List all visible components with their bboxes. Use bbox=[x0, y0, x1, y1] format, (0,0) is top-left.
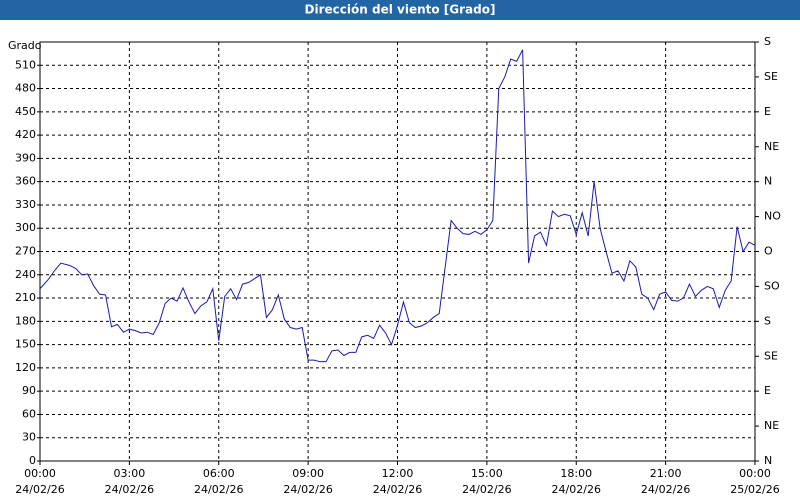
x-tick-date: 24/02/26 bbox=[373, 483, 422, 496]
x-tick-date: 24/02/26 bbox=[641, 483, 690, 496]
y-tick-label: 180 bbox=[15, 314, 36, 327]
y-tick-label: 30 bbox=[22, 431, 36, 444]
y2-tick-label: E bbox=[764, 384, 771, 397]
y-tick-label: 510 bbox=[15, 58, 36, 71]
y-tick-label: 60 bbox=[22, 407, 36, 420]
plot-frame bbox=[39, 41, 756, 462]
y2-tick-label: NE bbox=[764, 419, 779, 432]
y-tick-label: 120 bbox=[15, 361, 36, 374]
data-line bbox=[39, 49, 756, 363]
x-tick-date: 24/02/26 bbox=[15, 483, 64, 496]
y2-tick-label: N bbox=[764, 454, 772, 467]
y-tick-label: 390 bbox=[15, 151, 36, 164]
y2-tick-label: E bbox=[764, 105, 771, 118]
title-bar bbox=[0, 0, 800, 20]
x-tick-date: 24/02/26 bbox=[105, 483, 154, 496]
y-tick-label: 90 bbox=[22, 384, 36, 397]
x-tick-date: 24/02/26 bbox=[283, 483, 332, 496]
x-tick-label: 12:00 bbox=[382, 467, 414, 480]
y2-tick-label: S bbox=[764, 35, 771, 48]
y-axis-label: Grado bbox=[8, 39, 42, 52]
x-tick-date: 25/02/26 bbox=[730, 483, 779, 496]
chart-title: Dirección del viento [Grado] bbox=[305, 3, 496, 17]
y-tick-label: 240 bbox=[15, 268, 36, 281]
x-tick-date: 24/02/26 bbox=[194, 483, 243, 496]
y-tick-label: 420 bbox=[15, 128, 36, 141]
x-tick-label: 06:00 bbox=[203, 467, 235, 480]
y-tick-label: 330 bbox=[15, 198, 36, 211]
x-tick-label: 18:00 bbox=[560, 467, 592, 480]
x-tick-label: 03:00 bbox=[114, 467, 146, 480]
y2-tick-label: SE bbox=[764, 70, 778, 83]
y-tick-label: 270 bbox=[15, 245, 36, 258]
x-tick-date: 24/02/26 bbox=[462, 483, 511, 496]
x-tick-label: 00:00 bbox=[739, 467, 771, 480]
y2-tick-label: S bbox=[764, 314, 771, 327]
x-tick-label: 21:00 bbox=[650, 467, 682, 480]
y2-tick-label: SO bbox=[764, 279, 780, 292]
x-tick-label: 00:00 bbox=[24, 467, 56, 480]
x-tick-date: 24/02/26 bbox=[552, 483, 601, 496]
y-tick-label: 450 bbox=[15, 105, 36, 118]
x-tick-label: 09:00 bbox=[292, 467, 324, 480]
y-tick-label: 0 bbox=[29, 454, 36, 467]
y2-tick-label: O bbox=[764, 245, 773, 258]
y-tick-label: 210 bbox=[15, 291, 36, 304]
y-tick-label: 150 bbox=[15, 338, 36, 351]
y-tick-label: 300 bbox=[15, 221, 36, 234]
y2-tick-label: N bbox=[764, 175, 772, 188]
y2-tick-label: NO bbox=[764, 210, 781, 223]
y-tick-label: 360 bbox=[15, 175, 36, 188]
x-tick-label: 15:00 bbox=[471, 467, 503, 480]
y2-tick-label: NE bbox=[764, 140, 779, 153]
y-tick-label: 480 bbox=[15, 82, 36, 95]
y2-tick-label: SE bbox=[764, 349, 778, 362]
